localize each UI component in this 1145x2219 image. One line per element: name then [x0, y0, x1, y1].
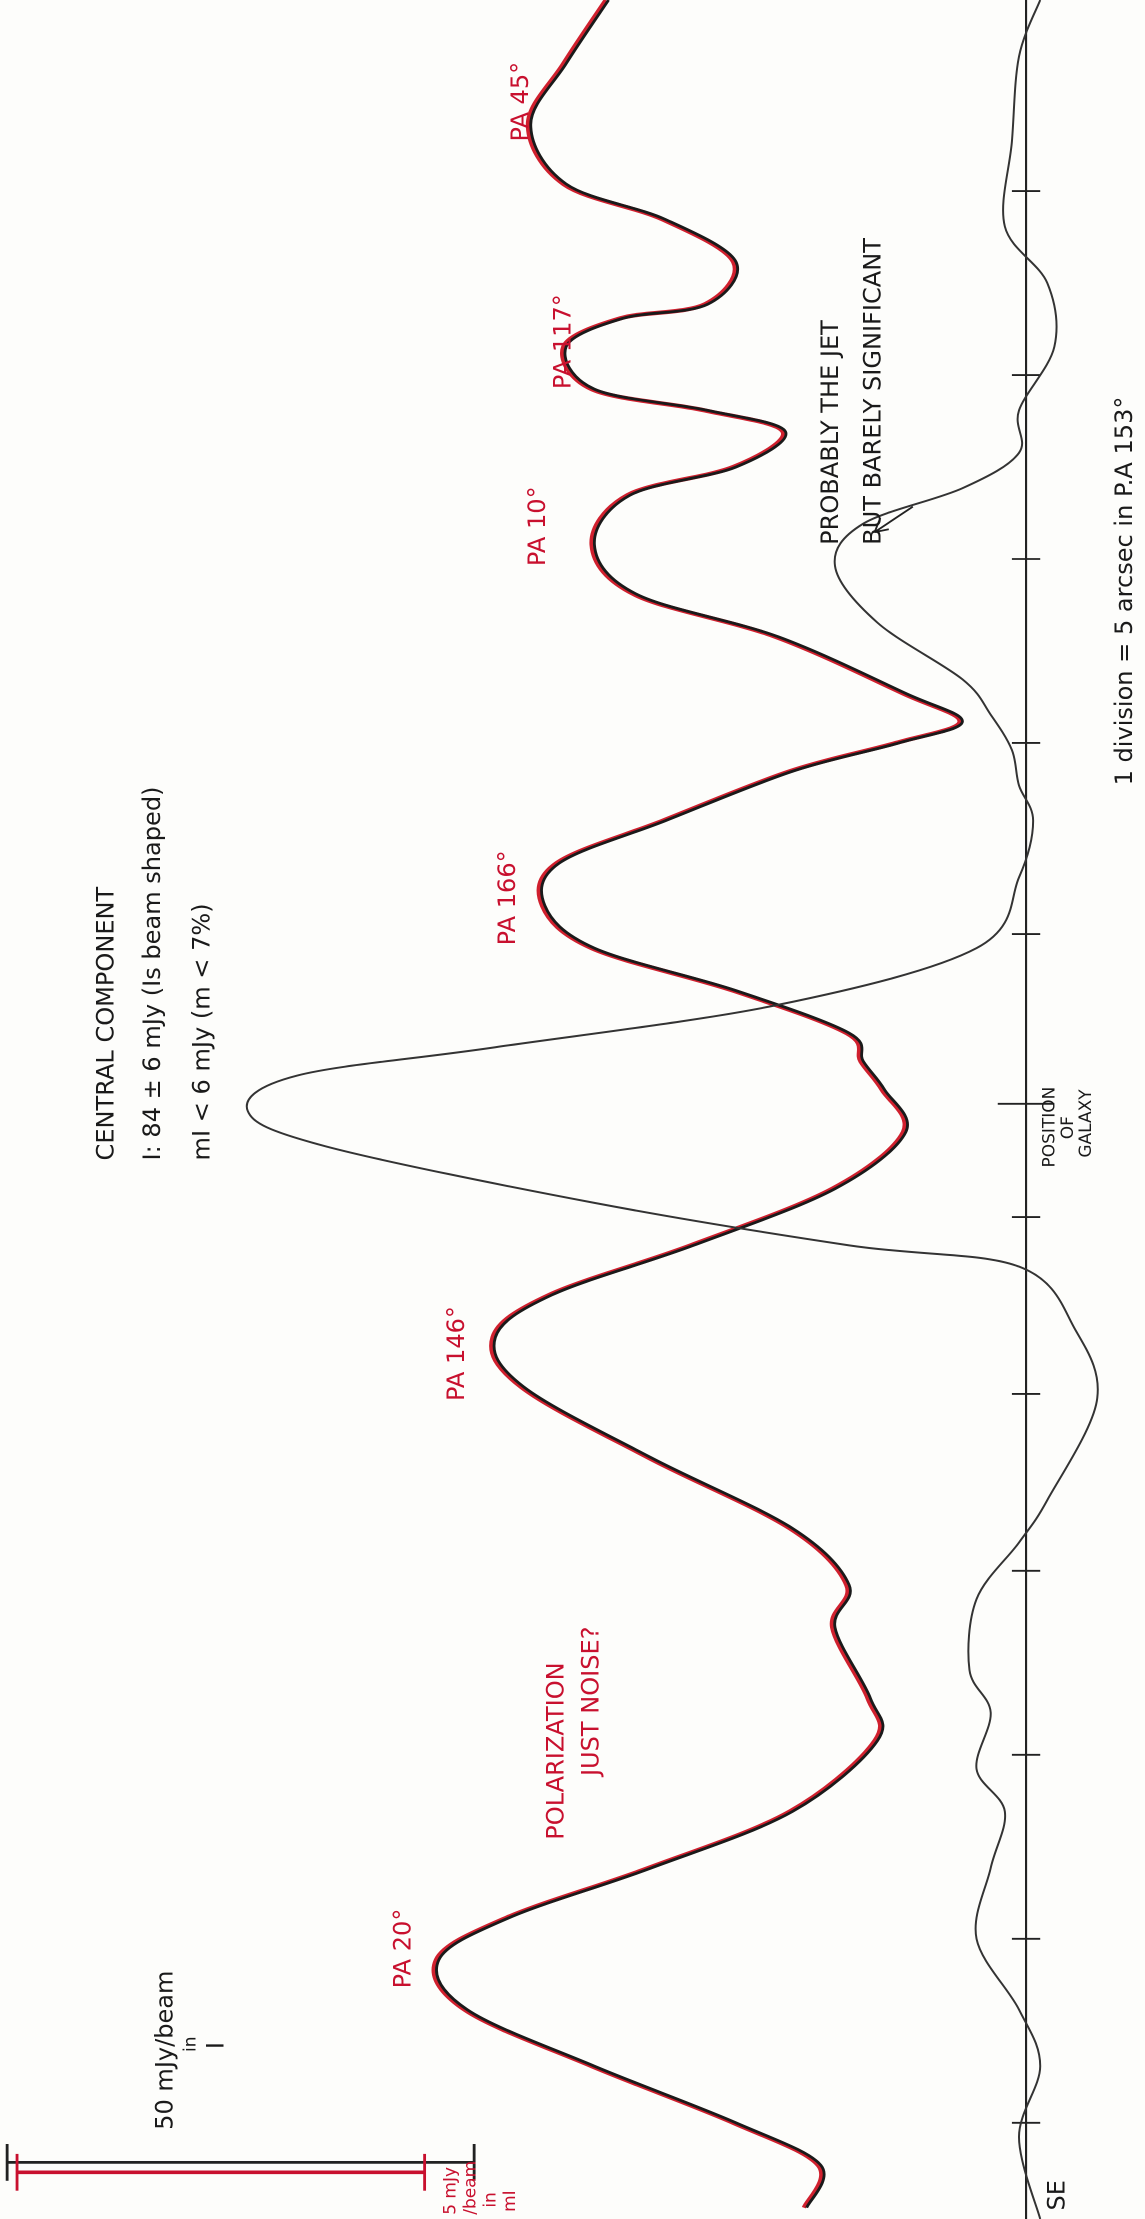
galaxy-note: OF [1058, 1116, 1078, 1139]
polarized-scale: 5 mJy [441, 2167, 461, 2215]
noise-note: POLARIZATION [541, 1662, 569, 1839]
noise-note: JUST NOISE? [577, 1627, 605, 1779]
jet-note: PROBABLY THE JET [816, 320, 844, 545]
pa-label: PA 10° [523, 486, 551, 566]
drawing: CENTRAL COMPONENT I: 84 ± 6 mJy (Is beam… [0, 0, 1145, 2219]
intensity-scale: in [180, 2037, 200, 2052]
scale-note: 1 division = 5 arcsec in P.A 153° [1110, 397, 1138, 786]
curves [247, 0, 1098, 2219]
central-polarized: mI < 6 mJy (m < 7%) [188, 903, 216, 1160]
pa-label: PA 146° [442, 1306, 470, 1401]
galaxy-note: GALAXY [1076, 1089, 1096, 1158]
polarized-scale: /beam [461, 2161, 481, 2215]
central-intensity: I: 84 ± 6 mJy (Is beam shaped) [138, 787, 166, 1161]
polarized-scale: in [480, 2192, 500, 2207]
galaxy-note: POSITION [1039, 1087, 1059, 1168]
jet-note: BUT BARELY SIGNIFICANT [858, 238, 886, 545]
central-title: CENTRAL COMPONENT [91, 886, 119, 1160]
pa-label: PA 166° [493, 850, 521, 945]
intensity-scale: I [202, 2042, 230, 2049]
pa-label: PA 117° [548, 294, 576, 389]
polarized-scale: mI [500, 2190, 520, 2212]
intensity-scale: 50 mJy/beam [151, 1971, 179, 2130]
scale-bars [7, 2144, 474, 2191]
direction: SE [1042, 2180, 1070, 2210]
pa-label: PA 20° [388, 1909, 416, 1989]
intensity-curve [247, 0, 1098, 2219]
pa-label: PA 45° [506, 62, 534, 142]
page: {"central_component":{"title":"CENTRAL C… [0, 0, 1145, 2219]
